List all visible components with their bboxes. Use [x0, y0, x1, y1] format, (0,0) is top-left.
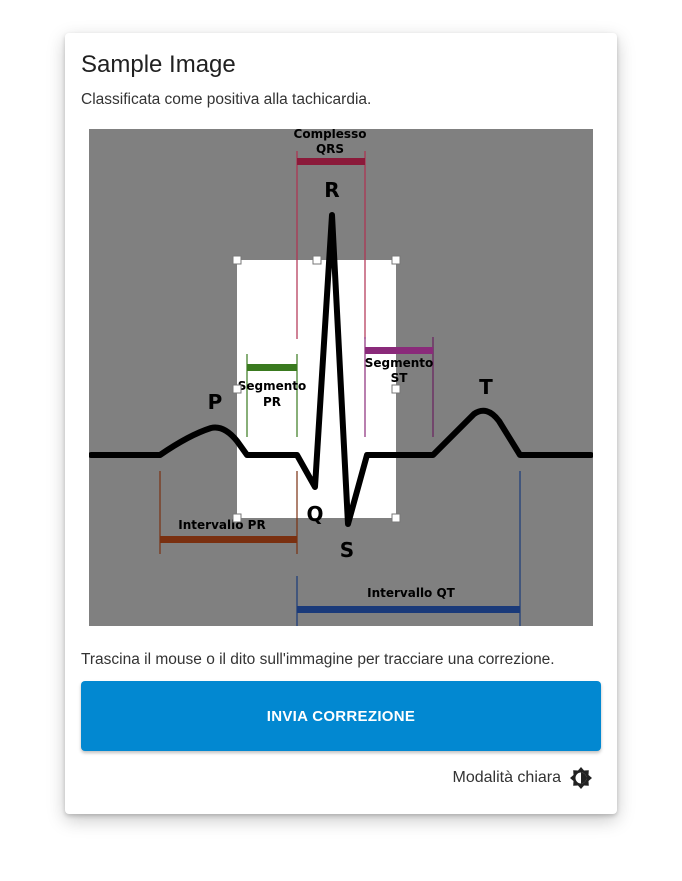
- qt-interval-marker: Intervallo QT: [296, 471, 521, 626]
- r-wave-label: R: [324, 178, 339, 202]
- pr-interval-label: Intervallo PR: [178, 518, 265, 532]
- qrs-label-line1: Complesso: [294, 129, 367, 141]
- qrs-label-line2: QRS: [316, 142, 344, 156]
- ecg-waveform: [89, 212, 593, 527]
- pr-interval-marker: Intervallo PR: [159, 471, 298, 554]
- resize-handle-bottom-left[interactable]: [232, 513, 242, 523]
- pr-segment-label-line2: PR: [263, 395, 281, 409]
- qrs-complex-marker: Complesso QRS: [294, 129, 367, 339]
- resize-handle-top-left[interactable]: [232, 255, 242, 265]
- t-wave-label: T: [479, 375, 493, 399]
- brightness-icon: [570, 767, 592, 789]
- resize-handle-top-right[interactable]: [391, 255, 401, 265]
- s-wave-label: S: [340, 538, 354, 562]
- resize-handle-top[interactable]: [312, 255, 322, 265]
- ecg-diagram[interactable]: Complesso QRS Segmento PR Segmento ST: [89, 129, 593, 626]
- instruction-text: Trascina il mouse o il dito sull'immagin…: [81, 651, 555, 668]
- resize-handle-right[interactable]: [391, 384, 401, 394]
- theme-toggle-label: Modalità chiara: [452, 769, 562, 786]
- st-segment-label-line2: ST: [391, 371, 409, 385]
- pr-segment-marker: Segmento PR: [238, 354, 307, 437]
- resize-handle-bottom-right[interactable]: [391, 513, 401, 523]
- theme-toggle[interactable]: Modalità chiara: [453, 766, 594, 790]
- st-segment-label-line1: Segmento: [365, 356, 434, 370]
- resize-handle-left[interactable]: [232, 384, 242, 394]
- pr-segment-label-line1: Segmento: [238, 379, 307, 393]
- q-wave-label: Q: [306, 502, 323, 526]
- submit-correction-button[interactable]: INVIA CORREZIONE: [81, 681, 601, 751]
- qt-interval-label: Intervallo QT: [367, 586, 456, 600]
- classification-text: Classificata come positiva alla tachicar…: [81, 91, 372, 108]
- ecg-image-canvas[interactable]: Complesso QRS Segmento PR Segmento ST: [89, 129, 593, 626]
- card-title: Sample Image: [81, 51, 236, 78]
- st-segment-marker: Segmento ST: [364, 337, 434, 437]
- p-wave-label: P: [208, 390, 223, 414]
- correction-card: Sample Image Classificata come positiva …: [65, 33, 617, 814]
